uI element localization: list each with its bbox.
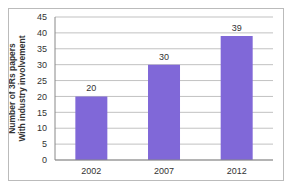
svg-text:2007: 2007 xyxy=(154,166,174,176)
svg-text:20: 20 xyxy=(37,92,47,102)
svg-text:Number of 3Rs papersWith indus: Number of 3Rs papersWith industry involv… xyxy=(9,35,27,141)
svg-text:45: 45 xyxy=(37,12,47,22)
svg-text:40: 40 xyxy=(37,28,47,38)
svg-text:20: 20 xyxy=(86,83,96,93)
svg-text:2002: 2002 xyxy=(81,166,101,176)
svg-text:35: 35 xyxy=(37,44,47,54)
svg-text:2012: 2012 xyxy=(227,166,247,176)
svg-text:30: 30 xyxy=(159,52,169,62)
svg-text:5: 5 xyxy=(42,139,47,149)
svg-text:30: 30 xyxy=(37,60,47,70)
svg-text:39: 39 xyxy=(232,23,242,33)
svg-text:15: 15 xyxy=(37,108,47,118)
svg-text:10: 10 xyxy=(37,123,47,133)
svg-text:0: 0 xyxy=(42,155,47,165)
svg-text:25: 25 xyxy=(37,76,47,86)
